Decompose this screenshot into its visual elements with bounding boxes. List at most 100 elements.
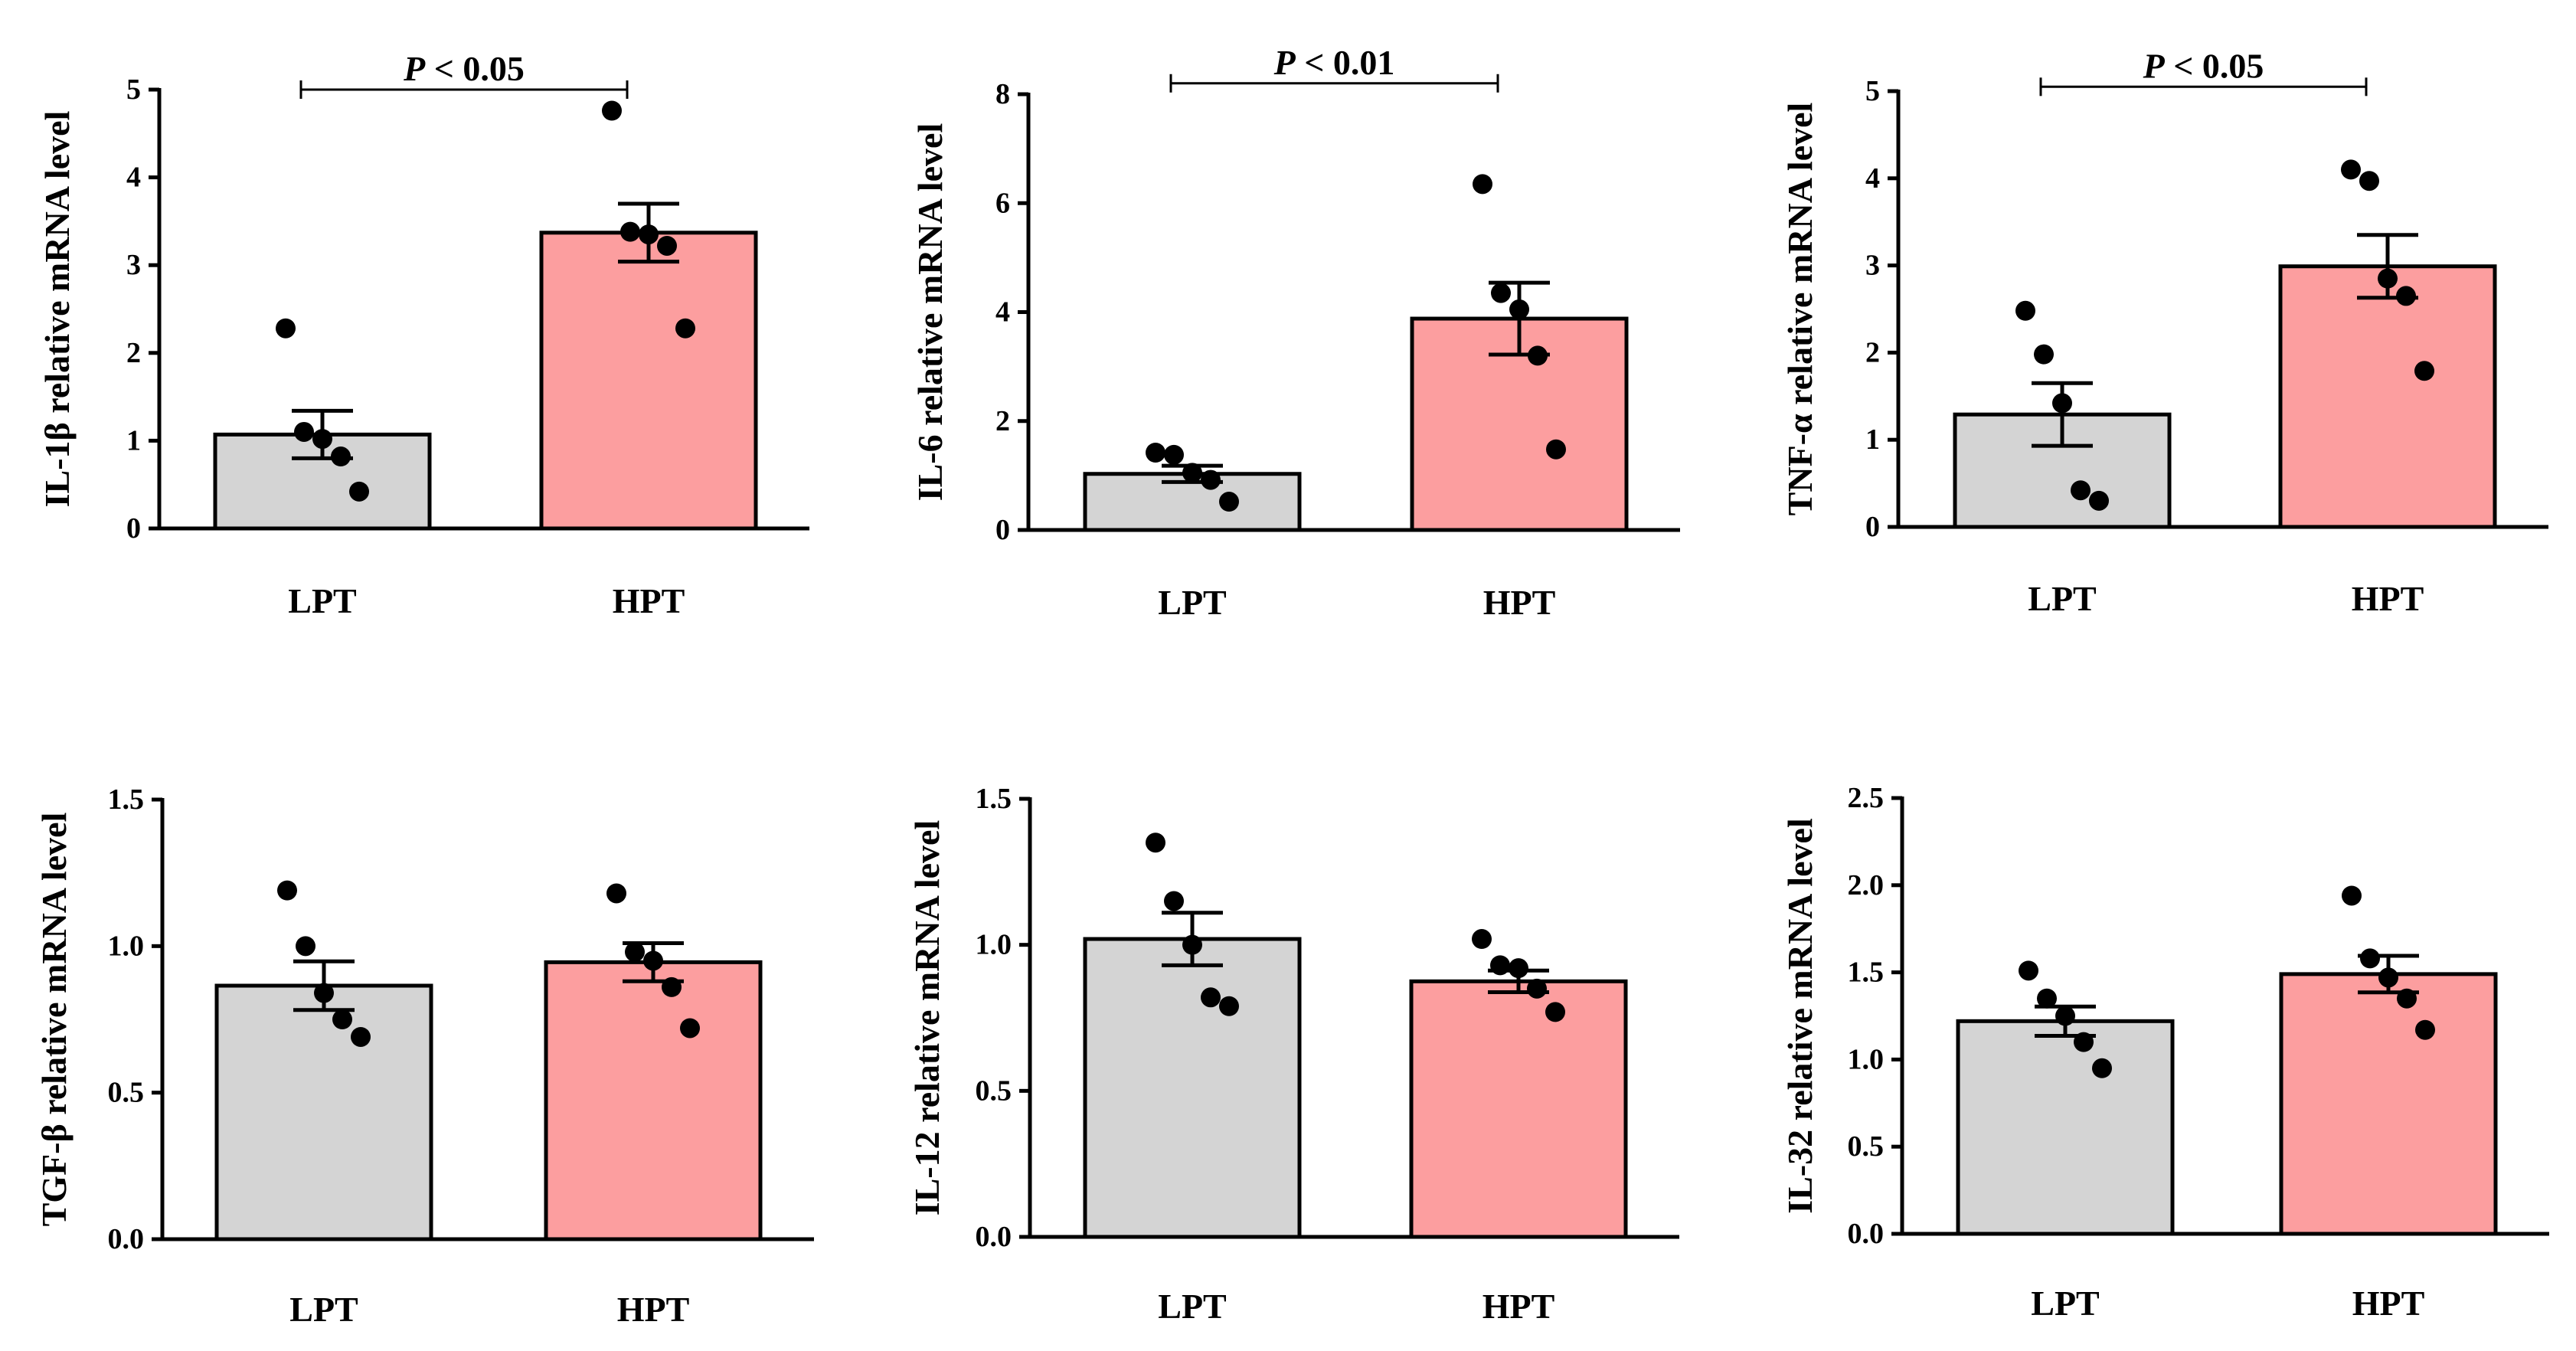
data-point-hpt [1527, 978, 1547, 999]
chart-panel-1: 0 1 2 3 4 5 LPT HPT IL-1β relative mRNA level P <… [38, 49, 809, 620]
data-point-hpt [1528, 345, 1548, 366]
x-category-label-lpt: LPT [2031, 1284, 2099, 1323]
data-point-hpt [2341, 159, 2361, 180]
y-tick-label: 0 [995, 514, 1010, 546]
x-category-label-lpt: LPT [289, 1290, 358, 1329]
y-tick-label: 0.0 [976, 1221, 1012, 1253]
x-category-label-hpt: HPT [2352, 579, 2424, 618]
x-category-label-hpt: HPT [617, 1290, 690, 1329]
data-point-lpt [2092, 1058, 2112, 1078]
p-value-label: P < 0.05 [403, 49, 525, 88]
chart-panel-4: 0.0 0.5 1.0 1.5 LPT HPT TGF-β relative mRNA le… [34, 783, 814, 1329]
y-tick-label: 6 [995, 187, 1010, 219]
x-category-label-lpt: LPT [2028, 579, 2096, 618]
data-point-lpt [2074, 1032, 2094, 1052]
significance-bracket: P < 0.05 [299, 49, 629, 99]
bar-hpt [2279, 972, 2498, 1236]
significance-bracket: P < 0.05 [2039, 46, 2368, 96]
p-value-label: P < 0.01 [1273, 43, 1395, 82]
data-point-lpt [351, 1026, 371, 1047]
data-point-lpt [1201, 469, 1221, 490]
bar-lpt [1083, 937, 1302, 1239]
y-tick-label: 0.5 [108, 1077, 145, 1109]
chart-panel-3: 0 1 2 3 4 5 LPT HPT TNF-α relative mRNA level P <… [1780, 46, 2548, 618]
y-tick-label: 1 [1865, 424, 1880, 456]
bar-lpt [214, 983, 433, 1241]
data-point-hpt [662, 976, 682, 997]
p-value-label: P < 0.05 [2143, 46, 2264, 85]
data-point-hpt [1509, 958, 1528, 979]
y-tick-label: 2 [126, 337, 141, 369]
y-tick-label: 0 [126, 512, 141, 545]
data-point-lpt [2015, 300, 2035, 321]
y-tick-label: 8 [995, 78, 1010, 110]
chart-panel-5: 0.0 0.5 1.0 1.5 LPT HPT IL-12 relative mRNA le… [907, 783, 1679, 1326]
y-axis-title: IL-32 relative mRNA level [1780, 818, 1819, 1214]
y-tick-label: 0 [1865, 511, 1880, 543]
data-point-hpt [1490, 955, 1510, 976]
bar-hpt [539, 231, 758, 531]
bar-hpt [1409, 979, 1628, 1239]
data-point-hpt [675, 318, 695, 339]
data-point-lpt [2052, 393, 2072, 414]
data-point-hpt [2360, 948, 2380, 969]
data-point-hpt [1473, 174, 1492, 195]
data-point-hpt [643, 950, 663, 971]
x-category-label-lpt: LPT [1158, 1287, 1226, 1326]
data-point-lpt [349, 481, 369, 502]
data-point-lpt [276, 318, 296, 339]
data-point-lpt [1201, 987, 1221, 1008]
data-point-lpt [294, 421, 314, 442]
y-axis-title: TGF-β relative mRNA level [34, 813, 74, 1227]
data-point-hpt [2378, 268, 2398, 289]
data-point-hpt [1545, 1002, 1565, 1022]
y-tick-label: 1 [126, 424, 141, 456]
data-point-lpt [277, 880, 297, 901]
data-point-lpt [2037, 988, 2057, 1009]
data-point-lpt [296, 936, 315, 957]
y-tick-label: 4 [1865, 162, 1880, 195]
data-point-lpt [2019, 960, 2038, 981]
y-tick-label: 2 [1865, 336, 1880, 368]
chart-panel-2: 0 2 4 6 8 LPT HPT IL-6 relative mRNA level P < 0… [910, 43, 1680, 622]
data-point-hpt [2414, 361, 2434, 381]
y-tick-label: 1.5 [108, 783, 145, 816]
data-point-lpt [1219, 492, 1239, 512]
x-category-label-hpt: HPT [2352, 1284, 2425, 1323]
data-point-lpt [331, 447, 351, 467]
data-point-hpt [1546, 439, 1566, 460]
data-point-lpt [2034, 344, 2054, 365]
y-tick-label: 2 [995, 405, 1010, 437]
data-point-lpt [1182, 934, 1202, 955]
data-point-hpt [1491, 283, 1511, 303]
data-point-lpt [1164, 891, 1184, 911]
data-point-hpt [2415, 1019, 2435, 1040]
data-point-hpt [2378, 967, 2398, 988]
data-point-lpt [1146, 833, 1165, 853]
data-point-hpt [2359, 171, 2379, 191]
y-tick-label: 5 [126, 74, 141, 106]
data-point-hpt [602, 100, 622, 121]
data-point-hpt [2342, 885, 2362, 906]
data-point-lpt [314, 983, 334, 1003]
data-point-lpt [2071, 480, 2091, 501]
data-point-hpt [680, 1018, 700, 1039]
data-point-hpt [2397, 988, 2417, 1009]
x-category-label-hpt: HPT [613, 581, 685, 620]
y-axis-title: IL-1β relative mRNA level [38, 111, 77, 508]
y-tick-label: 0.0 [1848, 1218, 1885, 1250]
data-point-hpt [2396, 286, 2416, 306]
y-tick-label: 2.0 [1848, 869, 1885, 901]
data-point-hpt [1509, 299, 1529, 319]
x-category-label-lpt: LPT [288, 581, 356, 620]
data-point-hpt [625, 941, 645, 962]
data-point-lpt [1182, 463, 1202, 483]
y-tick-label: 0.5 [976, 1075, 1012, 1107]
bar-hpt [2278, 264, 2497, 529]
data-point-lpt [1219, 996, 1239, 1016]
y-tick-label: 1.0 [108, 930, 145, 962]
y-tick-label: 5 [1865, 75, 1880, 107]
y-tick-label: 4 [126, 162, 141, 194]
data-point-lpt [1146, 443, 1165, 463]
